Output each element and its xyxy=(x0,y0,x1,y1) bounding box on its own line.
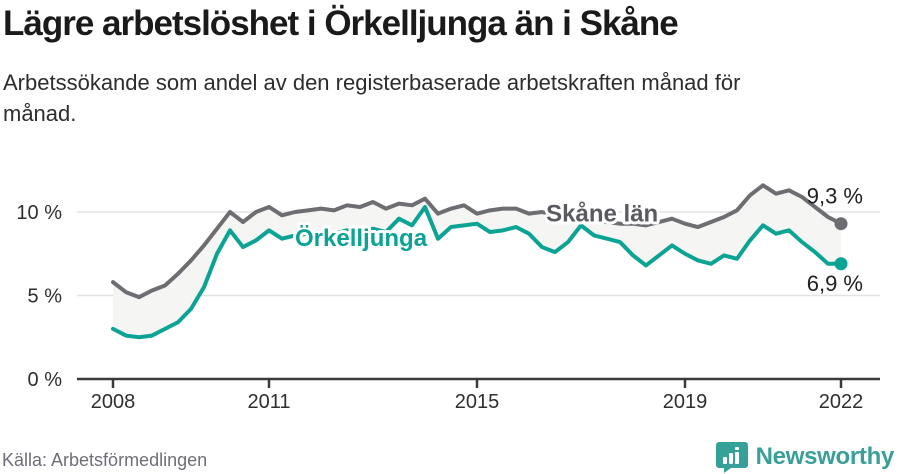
y-tick-label: 10 % xyxy=(16,202,62,224)
x-tick-label: 2015 xyxy=(455,391,500,413)
end-value-label: 9,3 % xyxy=(807,184,863,209)
newsworthy-brand-link[interactable]: Newsworthy xyxy=(715,441,894,473)
series-inline-label: Örkelljunga xyxy=(295,225,428,252)
series-end-dot xyxy=(834,217,848,231)
y-tick-label: 5 % xyxy=(28,286,63,308)
series-inline-label: Skåne län xyxy=(546,201,658,228)
-rkelljunga-line xyxy=(111,204,843,340)
x-tick-label: 2019 xyxy=(663,391,708,413)
newsworthy-wordmark: Newsworthy xyxy=(755,443,895,470)
series-end-dot xyxy=(834,257,848,271)
chart-subtitle: Arbetssökande som andel av den registerb… xyxy=(3,70,741,126)
source-attribution: Källa: Arbetsförmedlingen xyxy=(2,450,208,470)
x-tick-label: 2022 xyxy=(819,391,864,413)
newsworthy-logo-icon xyxy=(715,441,749,473)
sk-ne-l-n-line xyxy=(111,183,843,300)
x-tick-label: 2008 xyxy=(91,391,136,413)
end-value-label: 6,9 % xyxy=(807,271,863,296)
x-tick-label: 2011 xyxy=(247,391,290,413)
unemployment-line-chart: 2008 2011 2015 2019 2022 0 % 5 % 10 % 9,3 % Skåne… xyxy=(16,183,880,413)
area-between-series xyxy=(113,185,841,338)
y-tick-label: 0 % xyxy=(28,369,63,391)
page-title: Lägre arbetslöshet i Örkelljunga än i Sk… xyxy=(3,4,679,43)
